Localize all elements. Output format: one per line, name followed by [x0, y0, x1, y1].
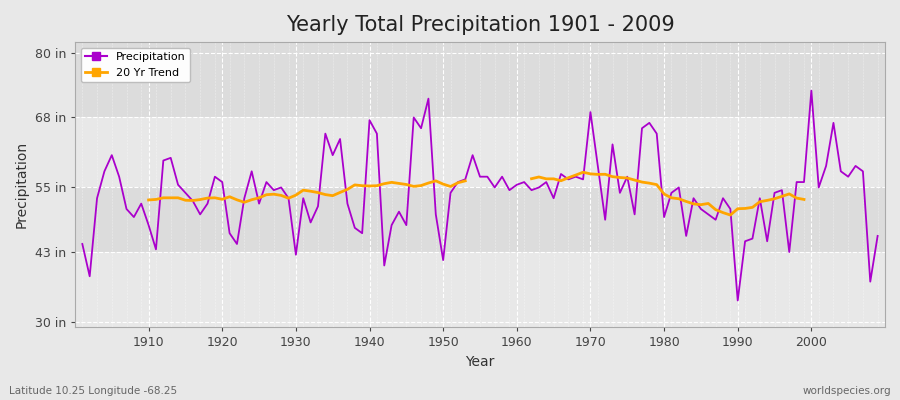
Y-axis label: Precipitation: Precipitation	[15, 141, 29, 228]
Legend: Precipitation, 20 Yr Trend: Precipitation, 20 Yr Trend	[80, 48, 190, 82]
Bar	[75, 118, 885, 188]
Bar	[75, 42, 885, 118]
Text: worldspecies.org: worldspecies.org	[803, 386, 891, 396]
Title: Yearly Total Precipitation 1901 - 2009: Yearly Total Precipitation 1901 - 2009	[285, 15, 674, 35]
Bar	[75, 252, 885, 328]
Bar	[75, 188, 885, 252]
Text: Latitude 10.25 Longitude -68.25: Latitude 10.25 Longitude -68.25	[9, 386, 177, 396]
X-axis label: Year: Year	[465, 355, 495, 369]
